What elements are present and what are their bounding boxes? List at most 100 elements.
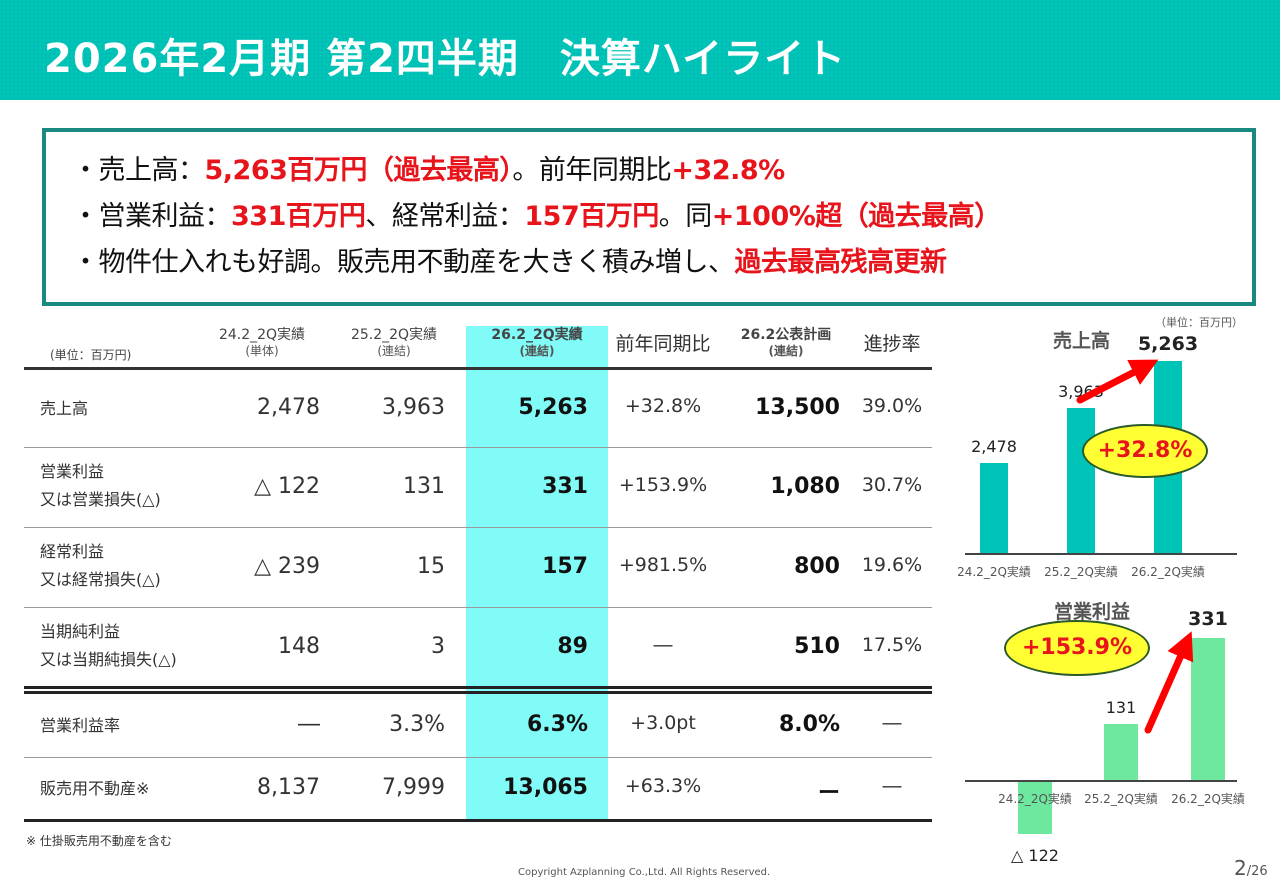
column-header: 25.2_2Q実績 (連結)	[324, 327, 464, 359]
double-rule-bottom	[24, 691, 932, 694]
title-bar: 2026年2月期 第2四半期 決算ハイライト	[0, 0, 1280, 100]
data-label: 5,263	[1137, 333, 1199, 355]
table-cell: 7,999	[382, 775, 445, 800]
chart-axis	[965, 553, 1237, 555]
text: 、経常利益：	[365, 201, 525, 232]
highlight: 157百万円	[524, 201, 659, 232]
table-cell: 8.0%	[778, 711, 840, 737]
table-cell: +32.8%	[624, 395, 702, 417]
table-cell: 13,065	[503, 775, 588, 800]
unit-label: (単位：百万円)	[50, 348, 132, 362]
bar	[1018, 782, 1052, 835]
header-rule	[24, 367, 932, 370]
text: ・営業利益：	[72, 201, 232, 232]
table-cell: ―	[653, 634, 673, 656]
chart-title: 営業利益	[1054, 601, 1131, 623]
header-main: 前年同期比	[615, 333, 711, 355]
row-divider	[24, 447, 932, 448]
row-label: 経常利益	[40, 542, 105, 561]
header-sub: (連結)	[377, 344, 411, 358]
header-sub: (単体)	[245, 344, 279, 358]
table-cell: 148	[278, 634, 320, 659]
table-cell: △ 239	[254, 554, 320, 579]
table-cell: 3	[431, 634, 445, 659]
chart-unit: （単位：百万円）	[1155, 316, 1243, 329]
header-main: 26.2_2Q実績	[491, 327, 583, 343]
row-label: 営業利益率	[40, 715, 121, 735]
column-header: 前年同期比	[593, 333, 733, 355]
summary-box: ・売上高：5,263百万円（過去最高）。前年同期比+32.8% ・営業利益：33…	[42, 128, 1256, 306]
table-cell: 157	[542, 554, 588, 579]
chart-axis	[965, 780, 1237, 782]
page-current: 2	[1234, 856, 1247, 880]
x-tick-label: 24.2_2Q実績	[998, 792, 1072, 806]
table-cell: +63.3%	[624, 775, 702, 797]
table-cell: 2,478	[257, 395, 320, 420]
row-sublabel: 又は当期純損失(△)	[40, 650, 177, 669]
summary-line-1: ・売上高：5,263百万円（過去最高）。前年同期比+32.8%	[72, 148, 1252, 194]
footnote: ※ 仕掛販売用不動産を含む	[26, 834, 172, 848]
table-cell: 17.5%	[861, 634, 923, 656]
summary-line-3: ・物件仕入れも好調。販売用不動産を大きく積み増し、過去最高残高更新	[72, 240, 1252, 286]
growth-callout: +32.8%	[1082, 424, 1208, 478]
table-cell: 331	[542, 474, 588, 499]
table-cell: 8,137	[257, 775, 320, 800]
current-column-highlight	[466, 326, 608, 820]
data-label: △ 122	[1011, 846, 1059, 866]
column-header: 24.2_2Q実績 (単体)	[192, 327, 332, 359]
highlight: +32.8%	[671, 155, 785, 186]
table-cell: +153.9%	[618, 474, 708, 496]
bar	[1191, 638, 1225, 780]
table-cell: 6.3%	[526, 711, 588, 737]
table-cell: 3.3%	[389, 711, 445, 737]
highlight: 5,263百万円（過去最高）	[204, 155, 513, 186]
header-main: 24.2_2Q実績	[218, 327, 306, 343]
data-label: 3,963	[1058, 382, 1104, 402]
row-divider	[24, 757, 932, 758]
text: 。同	[658, 201, 713, 232]
bar	[1104, 723, 1138, 780]
table-cell: +981.5%	[618, 554, 708, 576]
table-cell: ―	[882, 711, 902, 734]
bar	[1067, 408, 1095, 553]
x-tick-label: 26.2_2Q実績	[1171, 792, 1245, 806]
chart-title: 売上高	[1053, 330, 1111, 352]
table-cell: 3,963	[382, 395, 445, 420]
text: ・売上高：	[72, 155, 205, 186]
row-divider	[24, 527, 932, 528]
header-sub: (連結)	[519, 344, 555, 358]
table-cell: 13,500	[755, 395, 840, 420]
copyright: Copyright Azplanning Co.,Ltd. All Rights…	[518, 867, 771, 878]
text: 。前年同期比	[512, 155, 672, 186]
summary-line-2: ・営業利益：331百万円、経常利益：157百万円。同+100%超（過去最高）	[72, 194, 1252, 240]
table-cell: 89	[557, 634, 588, 659]
x-tick-label: 25.2_2Q実績	[1044, 565, 1118, 579]
x-tick-label: 26.2_2Q実績	[1131, 565, 1205, 579]
data-label: 131	[1105, 697, 1137, 717]
column-header: 26.2公表計画 (連結)	[716, 327, 856, 359]
row-sublabel: 又は営業損失(△)	[40, 490, 161, 509]
table-cell: 30.7%	[861, 474, 923, 496]
table-cell: 19.6%	[861, 554, 923, 576]
row-divider	[24, 607, 932, 608]
text: ・物件仕入れも好調。販売用不動産を大きく積み増し、	[72, 247, 735, 278]
column-header: 進捗率	[822, 333, 962, 355]
table-cell: 131	[403, 474, 445, 499]
header-main: 進捗率	[863, 333, 921, 355]
data-label: 331	[1188, 608, 1228, 630]
table-cell: 1,080	[770, 474, 840, 499]
bar	[980, 462, 1008, 553]
row-sublabel: 又は経常損失(△)	[40, 570, 161, 589]
data-label: 2,478	[971, 436, 1017, 456]
table-cell: 510	[794, 634, 840, 659]
table-cell: △ 122	[254, 474, 320, 499]
table-bottom-rule	[24, 819, 932, 822]
row-label: 営業利益	[40, 462, 105, 481]
table-cell: ー	[817, 781, 840, 806]
table-cell: +3.0pt	[630, 711, 696, 734]
header-sub: (連結)	[768, 344, 804, 358]
table-cell: 5,263	[518, 395, 588, 420]
table-cell: 800	[794, 554, 840, 579]
page-total: /26	[1246, 864, 1268, 879]
x-tick-label: 25.2_2Q実績	[1084, 792, 1158, 806]
